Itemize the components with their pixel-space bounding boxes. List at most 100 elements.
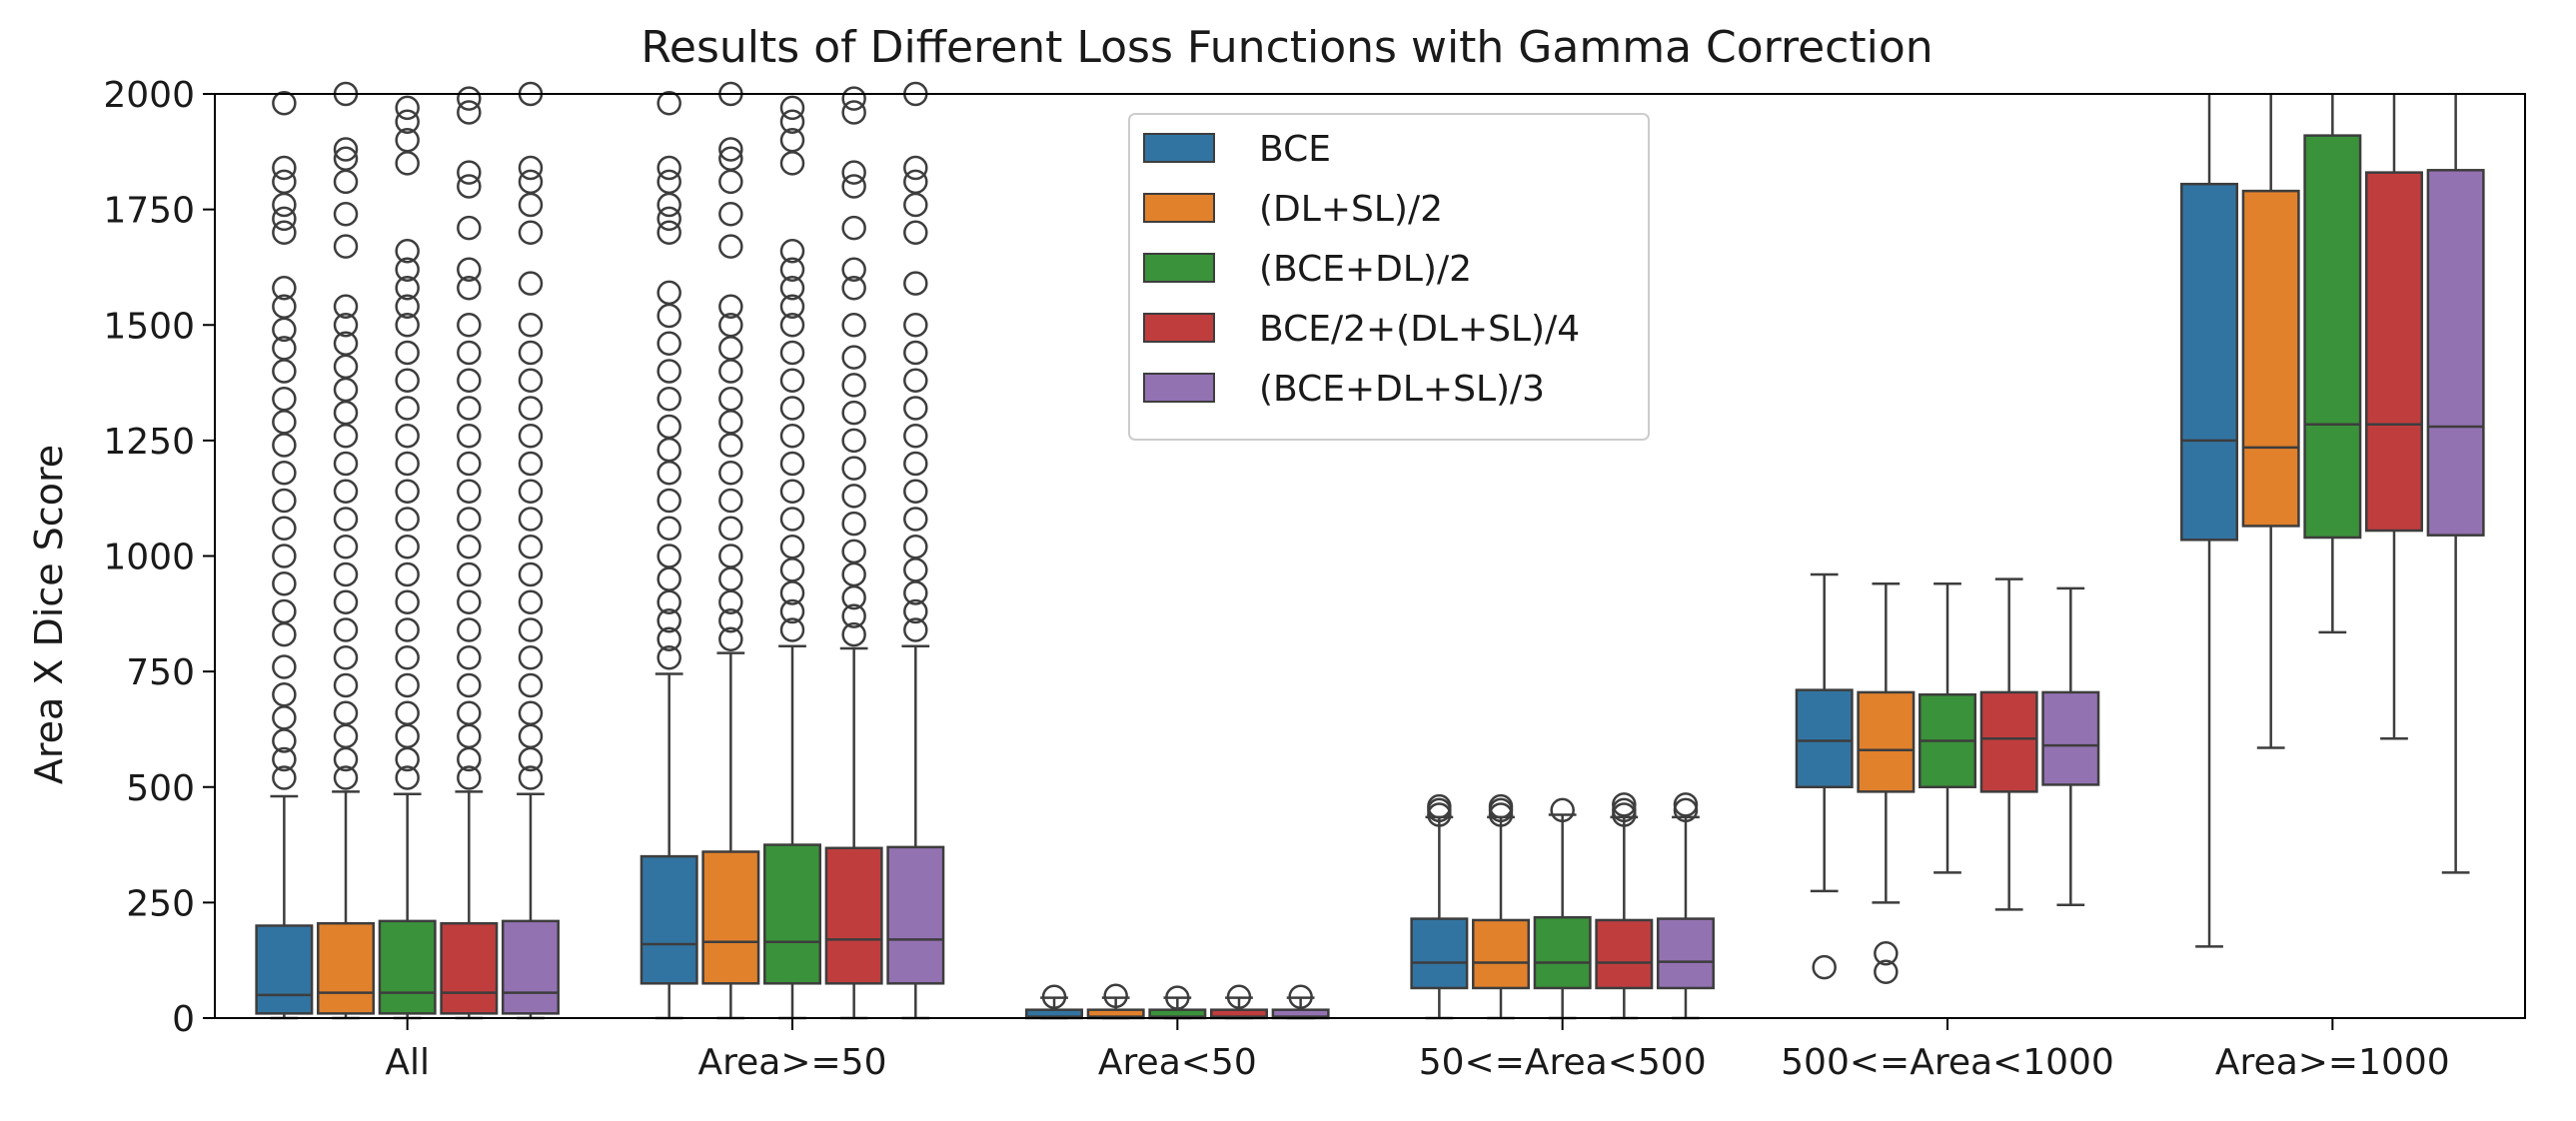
outlier-point bbox=[272, 765, 297, 790]
outlier-point bbox=[395, 396, 420, 421]
outlier-point bbox=[457, 100, 482, 125]
y-tick-label: 1250 bbox=[103, 422, 195, 463]
y-tick-label: 1750 bbox=[103, 191, 195, 232]
y-tick-label: 2000 bbox=[103, 75, 195, 116]
outlier-point bbox=[841, 603, 866, 628]
box bbox=[2426, 169, 2485, 537]
y-tick-label: 0 bbox=[172, 999, 195, 1040]
outlier-point bbox=[841, 561, 866, 587]
outlier-point bbox=[1288, 984, 1313, 1009]
outlier-point bbox=[333, 202, 359, 227]
outlier-point bbox=[841, 100, 866, 125]
outlier-point bbox=[718, 137, 743, 162]
outlier-point bbox=[518, 700, 544, 725]
outlier-point bbox=[656, 359, 681, 384]
outlier-point bbox=[395, 276, 420, 301]
outlier-point bbox=[518, 340, 544, 366]
box bbox=[255, 924, 314, 1015]
outlier-point bbox=[779, 294, 805, 319]
outlier-point bbox=[518, 313, 544, 338]
outlier-point bbox=[656, 169, 681, 195]
outlier-point bbox=[903, 396, 928, 421]
outlier-point bbox=[841, 86, 866, 111]
outlier-point bbox=[903, 192, 928, 218]
box bbox=[1656, 917, 1715, 990]
legend-swatch bbox=[1143, 373, 1215, 403]
box bbox=[1410, 917, 1469, 990]
outlier-point bbox=[395, 128, 420, 153]
outlier-point bbox=[903, 617, 928, 642]
outlier-point bbox=[841, 456, 866, 481]
outlier-point bbox=[841, 160, 866, 185]
outlier-point bbox=[779, 109, 805, 134]
outlier-point bbox=[841, 428, 866, 454]
outlier-point bbox=[518, 424, 544, 449]
outlier-point bbox=[333, 294, 359, 319]
outlier-point bbox=[457, 479, 482, 504]
outlier-point bbox=[272, 276, 297, 301]
legend-label: BCE/2+(DL+SL)/4 bbox=[1259, 309, 1580, 350]
y-tick-label: 1500 bbox=[103, 306, 195, 347]
outlier-point bbox=[841, 257, 866, 282]
outlier-point bbox=[718, 202, 743, 227]
outlier-point bbox=[518, 479, 544, 504]
outlier-point bbox=[779, 479, 805, 504]
axes-frame bbox=[214, 93, 2526, 1019]
x-tick-label: Area>=1000 bbox=[2215, 1042, 2450, 1083]
legend-frame bbox=[1128, 113, 1650, 441]
outlier-point bbox=[518, 589, 544, 614]
box bbox=[2303, 134, 2362, 540]
outlier-point bbox=[656, 437, 681, 463]
outlier-point bbox=[903, 535, 928, 560]
outlier-point bbox=[718, 544, 743, 568]
outlier-point bbox=[656, 387, 681, 412]
outlier-point bbox=[656, 516, 681, 541]
outlier-point bbox=[457, 561, 482, 587]
outlier-point bbox=[779, 617, 805, 642]
outlier-point bbox=[656, 488, 681, 514]
outlier-point bbox=[457, 160, 482, 185]
outlier-point bbox=[656, 331, 681, 356]
outlier-point bbox=[718, 294, 743, 319]
y-tick-label: 500 bbox=[126, 768, 195, 809]
outlier-point bbox=[395, 294, 420, 319]
outlier-point bbox=[656, 626, 681, 651]
outlier-point bbox=[518, 672, 544, 698]
outlier-point bbox=[333, 146, 359, 171]
outlier-point bbox=[333, 535, 359, 560]
outlier-point bbox=[903, 479, 928, 504]
outlier-point bbox=[333, 617, 359, 642]
outlier-point bbox=[395, 479, 420, 504]
outlier-point bbox=[656, 645, 681, 670]
outlier-point bbox=[272, 461, 297, 486]
outlier-point bbox=[518, 765, 544, 790]
outlier-point bbox=[272, 621, 297, 647]
outlier-point bbox=[518, 561, 544, 587]
legend-label: BCE bbox=[1259, 129, 1331, 170]
outlier-point bbox=[518, 169, 544, 195]
legend-swatch bbox=[1143, 253, 1215, 283]
outlier-point bbox=[395, 368, 420, 393]
outlier-point bbox=[518, 723, 544, 749]
outlier-point bbox=[903, 451, 928, 477]
outlier-point bbox=[395, 672, 420, 698]
outlier-point bbox=[518, 535, 544, 560]
outlier-point bbox=[656, 544, 681, 568]
outlier-point bbox=[779, 95, 805, 121]
outlier-point bbox=[841, 345, 866, 370]
outlier-point bbox=[395, 535, 420, 560]
outlier-point bbox=[272, 294, 297, 319]
outlier-point bbox=[779, 340, 805, 366]
outlier-point bbox=[457, 340, 482, 366]
box bbox=[763, 843, 821, 985]
outlier-point bbox=[272, 544, 297, 568]
x-tick-label: 50<=Area<500 bbox=[1419, 1042, 1707, 1083]
outlier-point bbox=[718, 410, 743, 435]
outlier-point bbox=[518, 271, 544, 296]
box bbox=[501, 919, 560, 1015]
outlier-point bbox=[272, 206, 297, 232]
y-tick-label: 750 bbox=[126, 652, 195, 693]
outlier-point bbox=[457, 535, 482, 560]
outlier-point bbox=[457, 617, 482, 642]
outlier-point bbox=[272, 746, 297, 772]
